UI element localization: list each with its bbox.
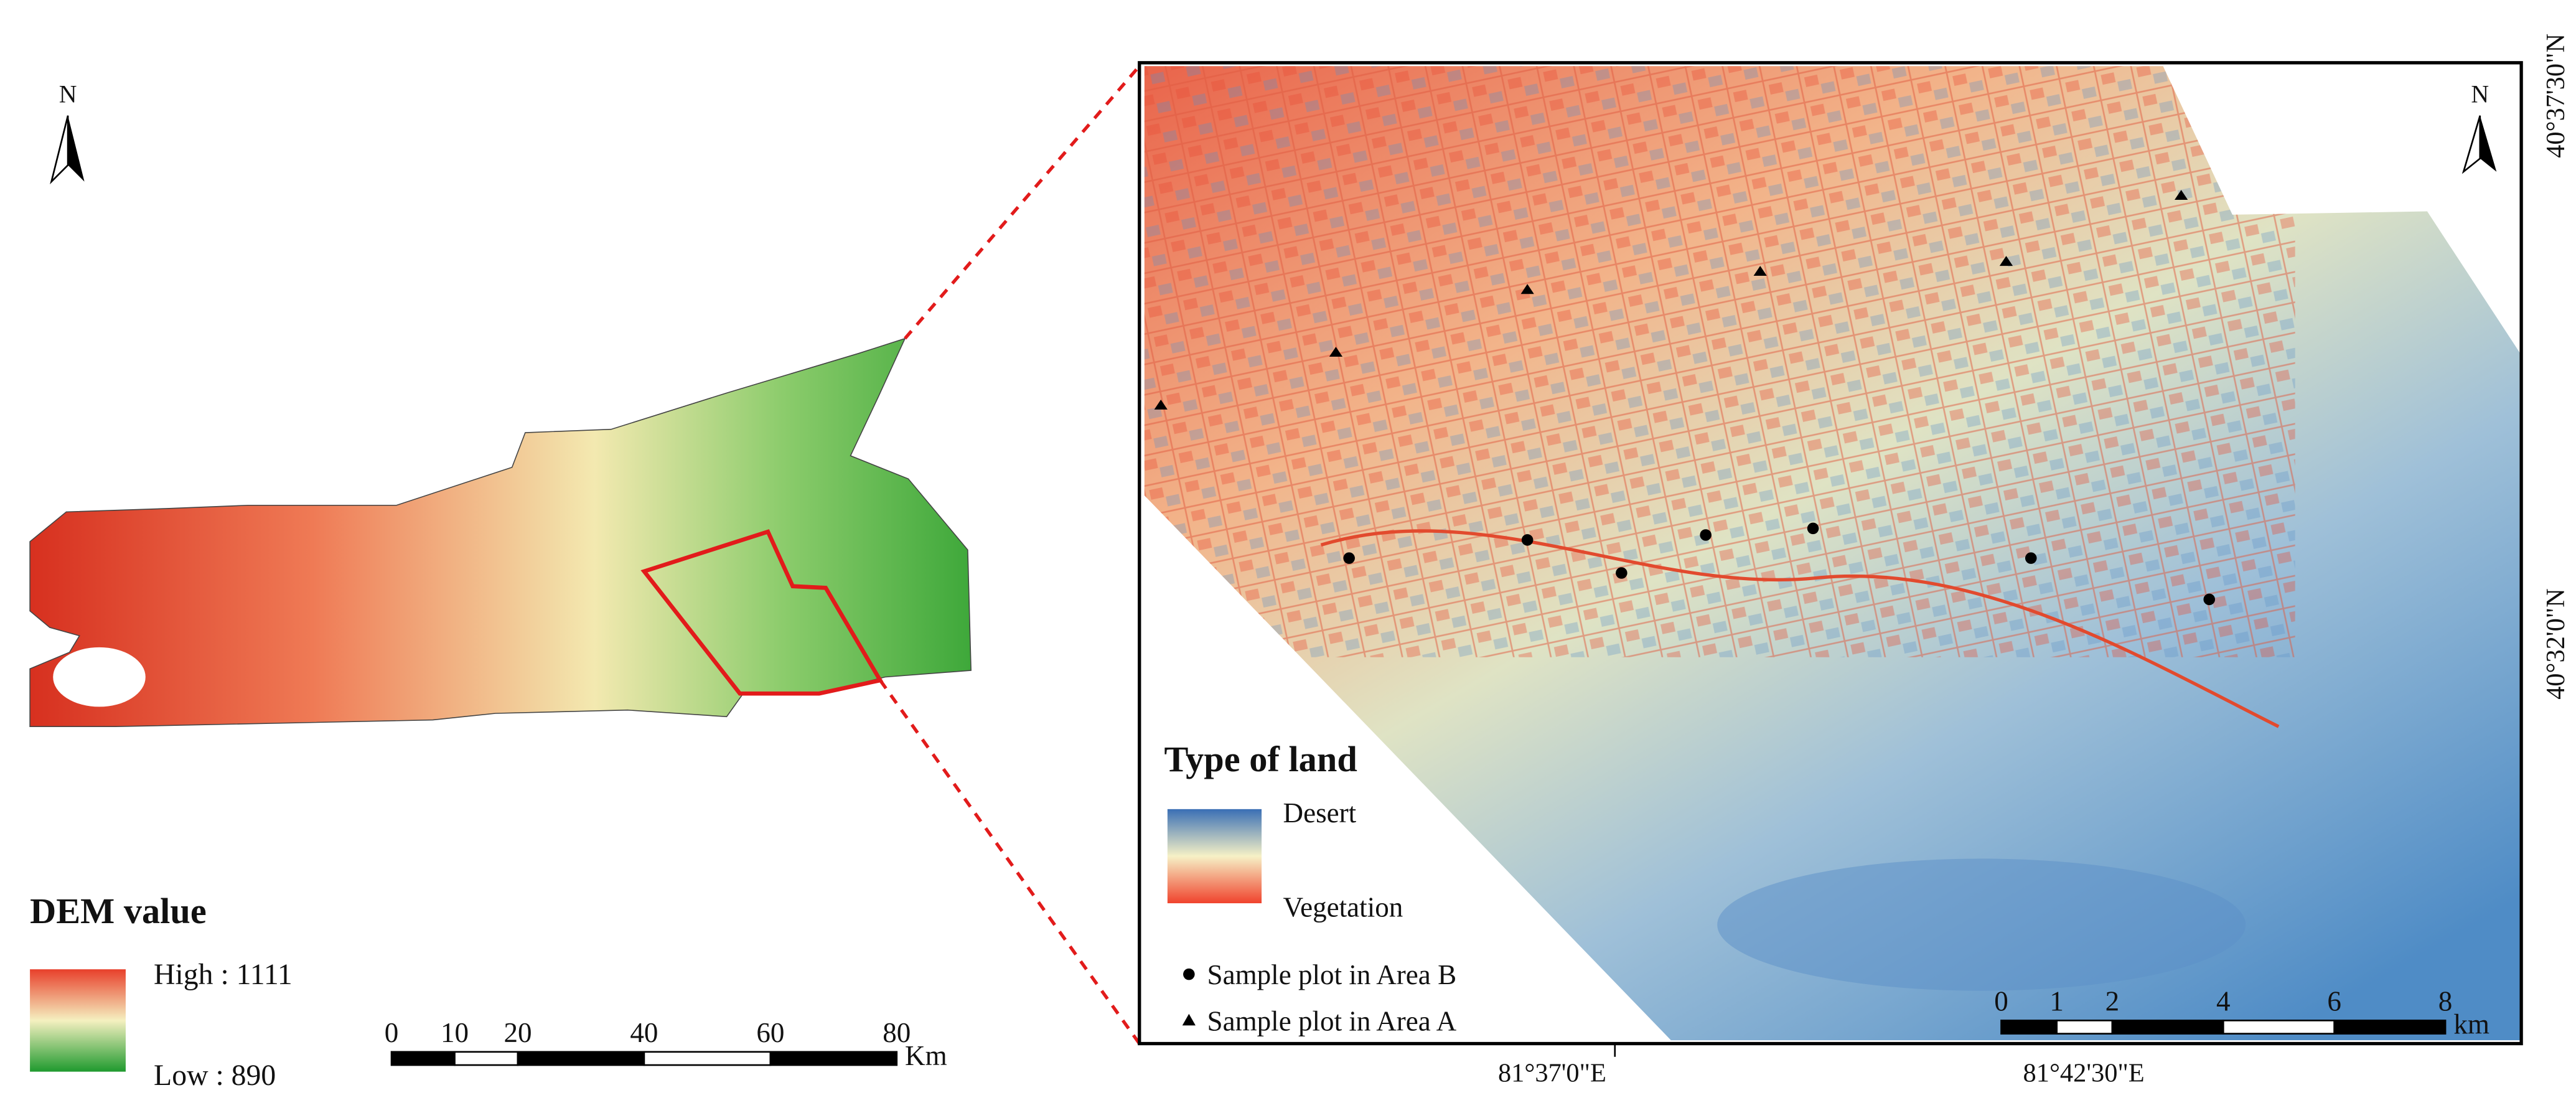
land-image xyxy=(1144,66,2522,1041)
field-pattern xyxy=(1144,66,2295,657)
scale-label: 2 xyxy=(2105,985,2120,1016)
dem-region xyxy=(29,337,972,728)
scale-segment xyxy=(2111,1020,2224,1035)
scale-segment xyxy=(643,1051,772,1066)
legend-sample-b: Sample plot in Area B xyxy=(1207,959,1457,990)
river xyxy=(1320,529,2280,728)
legend-title: DEM value xyxy=(30,891,207,931)
lake xyxy=(53,647,146,707)
desert-patch xyxy=(1717,858,2246,991)
legend-marker xyxy=(1182,1013,1196,1026)
map-frame xyxy=(1138,61,2523,1046)
scale-label: 0 xyxy=(385,1017,399,1048)
connector xyxy=(879,679,1141,1045)
north-arrow xyxy=(2480,115,2497,172)
legend-high: High : 1111 xyxy=(154,958,293,991)
lon-label: 81°37'0"E xyxy=(1498,1059,1606,1088)
scale-label: 1 xyxy=(2049,985,2064,1016)
legend-marker xyxy=(1183,968,1195,980)
scale-unit: Km xyxy=(905,1040,947,1071)
sample-points xyxy=(1154,190,2216,606)
north-label: N xyxy=(59,80,77,108)
scale-label: 40 xyxy=(630,1017,658,1048)
north-label: N xyxy=(2471,80,2489,108)
north-arrow xyxy=(50,115,69,185)
scale-segment xyxy=(2056,1020,2114,1035)
legend-vegetation: Vegetation xyxy=(1283,891,1403,923)
scale-segment xyxy=(2222,1020,2336,1035)
scale-unit: km xyxy=(2453,1009,2489,1040)
legend-low: Low : 890 xyxy=(154,1059,276,1092)
scale-segment xyxy=(769,1051,898,1066)
study-area-outline xyxy=(640,529,884,696)
scale-segment xyxy=(2333,1020,2447,1035)
legend-ramp xyxy=(1167,809,1262,904)
scale-label: 8 xyxy=(2438,985,2453,1016)
legend-desert: Desert xyxy=(1283,797,1357,829)
scale-segment xyxy=(454,1051,519,1066)
scale-label: 4 xyxy=(2216,985,2231,1016)
lon-label: 81°42'30"E xyxy=(2023,1059,2145,1088)
connector xyxy=(904,65,1141,340)
scale-label: 6 xyxy=(2327,985,2341,1016)
scale-label: 0 xyxy=(1994,985,2008,1016)
scale-segment xyxy=(517,1051,645,1066)
scale-label: 20 xyxy=(503,1017,532,1048)
lat-label: 40°32'0"N xyxy=(2541,588,2570,700)
legend-sample-a: Sample plot in Area A xyxy=(1207,1005,1457,1036)
scale-segment xyxy=(390,1051,456,1066)
north-arrow xyxy=(68,115,85,182)
legend-ramp xyxy=(30,969,126,1072)
scale-label: 10 xyxy=(441,1017,469,1048)
north-arrow xyxy=(2461,115,2481,174)
scale-segment xyxy=(2000,1020,2058,1035)
scale-label: 80 xyxy=(883,1017,911,1048)
lat-label: 40°37'30"N xyxy=(2541,34,2570,158)
legend-title: Type of land xyxy=(1164,739,1357,779)
scale-label: 60 xyxy=(756,1017,784,1048)
